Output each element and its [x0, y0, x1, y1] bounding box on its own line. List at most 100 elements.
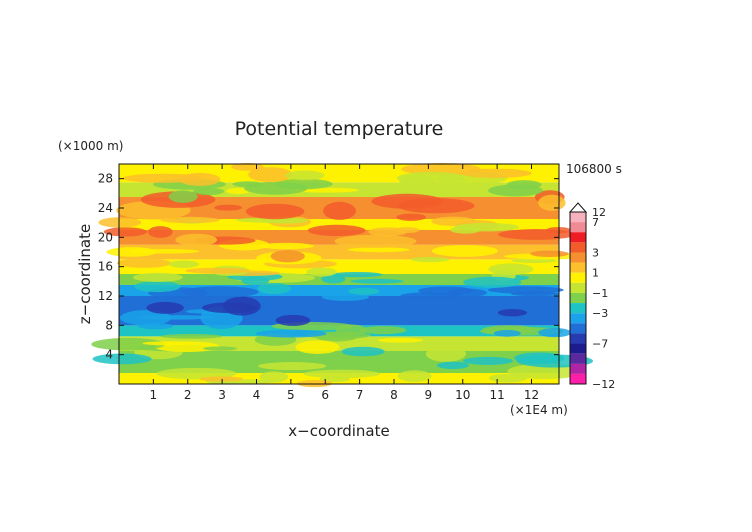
field-blob [142, 341, 192, 346]
field-blob [303, 369, 381, 379]
field-blob [538, 194, 566, 211]
field-blob [396, 171, 465, 185]
field-blob [431, 245, 498, 257]
x-unit-label: (×1E4 m) [510, 403, 568, 417]
field-blob [137, 315, 213, 320]
field-blob [330, 271, 383, 278]
chart-title: Potential temperature [235, 118, 444, 140]
field-blob [488, 263, 534, 275]
colorbar-bin [570, 333, 586, 344]
colorbar-bin [570, 232, 586, 243]
colorbar-bin [570, 242, 586, 253]
field-blob [410, 256, 450, 263]
field-blob [350, 278, 404, 284]
field-blob [91, 337, 166, 351]
field-blob [226, 187, 251, 195]
y-axis: 4 8 12 16 20 24 28 [98, 172, 559, 362]
field-blob [257, 282, 291, 295]
colorbar-bin [570, 313, 586, 324]
field-blob [368, 227, 408, 237]
y-tick-label: 16 [98, 260, 113, 274]
field-blob [199, 376, 244, 382]
x-axis-label: x−coordinate [288, 422, 389, 440]
field-blob [334, 234, 417, 248]
field-blob [241, 276, 270, 286]
field-blob [133, 281, 181, 293]
field-blob [214, 204, 243, 211]
heatmap-blobs [91, 162, 594, 388]
field-blob [98, 217, 142, 228]
field-blob [122, 173, 203, 183]
colorbar-frame [569, 211, 587, 385]
colorbar-labels: 127 3 1 −1 −3 −7 −12 [592, 206, 615, 391]
colorbar-bin [570, 262, 586, 273]
y-tick-label: 20 [98, 230, 113, 244]
field-blob [459, 168, 532, 178]
y-tick-label: 8 [105, 318, 113, 332]
field-blob [497, 308, 527, 317]
field-blob [255, 329, 327, 338]
colorbar-bin [570, 343, 586, 354]
field-blob [203, 346, 238, 351]
colorbar-label: 1 [592, 267, 599, 280]
colorbar-bin [570, 303, 586, 314]
y-tick-label: 24 [98, 201, 113, 215]
field-blob [275, 314, 311, 326]
field-blob [270, 250, 305, 263]
field-blob [168, 190, 198, 203]
x-tick-label: 4 [253, 388, 261, 402]
x-tick-label: 2 [184, 388, 192, 402]
field-blob [146, 301, 184, 314]
time-label: 106800 s [566, 162, 622, 176]
x-tick-label: 1 [150, 388, 158, 402]
field-blob [168, 260, 200, 268]
field-blob [347, 247, 410, 253]
colorbar-extend-arrow [568, 202, 588, 213]
field-blob [377, 337, 424, 343]
field-blob [185, 267, 251, 274]
field-blob [245, 203, 305, 220]
field-blob [493, 329, 521, 337]
colorbar-label: 12 [592, 206, 606, 219]
field-blob [258, 242, 314, 250]
field-blob [450, 226, 481, 234]
colorbar-bin [570, 373, 586, 384]
field-blob [348, 287, 380, 295]
x-tick-label: 11 [489, 388, 504, 402]
y-tick-label: 12 [98, 289, 113, 303]
field-blob [341, 346, 385, 357]
field-blob [359, 326, 407, 335]
colorbar-bin [570, 323, 586, 334]
field-blob [396, 213, 427, 221]
layer-band-5 [119, 285, 559, 296]
field-blob [321, 293, 370, 301]
x-tick-label: 3 [218, 388, 226, 402]
colorbar-bin [570, 353, 586, 364]
field-blob [92, 353, 152, 365]
field-blob [274, 178, 333, 190]
colorbar-bin [570, 363, 586, 374]
colorbar-label: 7 [592, 216, 599, 229]
field-blob [538, 327, 572, 338]
field-blob [321, 274, 346, 284]
x-tick-label: 8 [390, 388, 398, 402]
field-blob [160, 216, 220, 224]
field-blob [306, 267, 337, 277]
x-tick-label: 5 [287, 388, 295, 402]
field-blob [323, 201, 356, 220]
colorbar [568, 202, 588, 385]
colorbar-label: −1 [592, 287, 608, 300]
field-blob [175, 233, 218, 246]
colorbar-bin [570, 282, 586, 293]
x-tick-label: 12 [524, 388, 539, 402]
colorbar-label: −12 [592, 378, 615, 391]
field-blob [295, 340, 340, 354]
layer-band-10 [119, 219, 559, 230]
field-blob [498, 229, 576, 240]
field-blob [259, 371, 289, 383]
field-blob [156, 367, 237, 380]
field-blob [117, 258, 171, 268]
colorbar-label: −3 [592, 307, 608, 320]
y-unit-label: (×1000 m) [58, 139, 123, 153]
field-blob [487, 286, 564, 294]
